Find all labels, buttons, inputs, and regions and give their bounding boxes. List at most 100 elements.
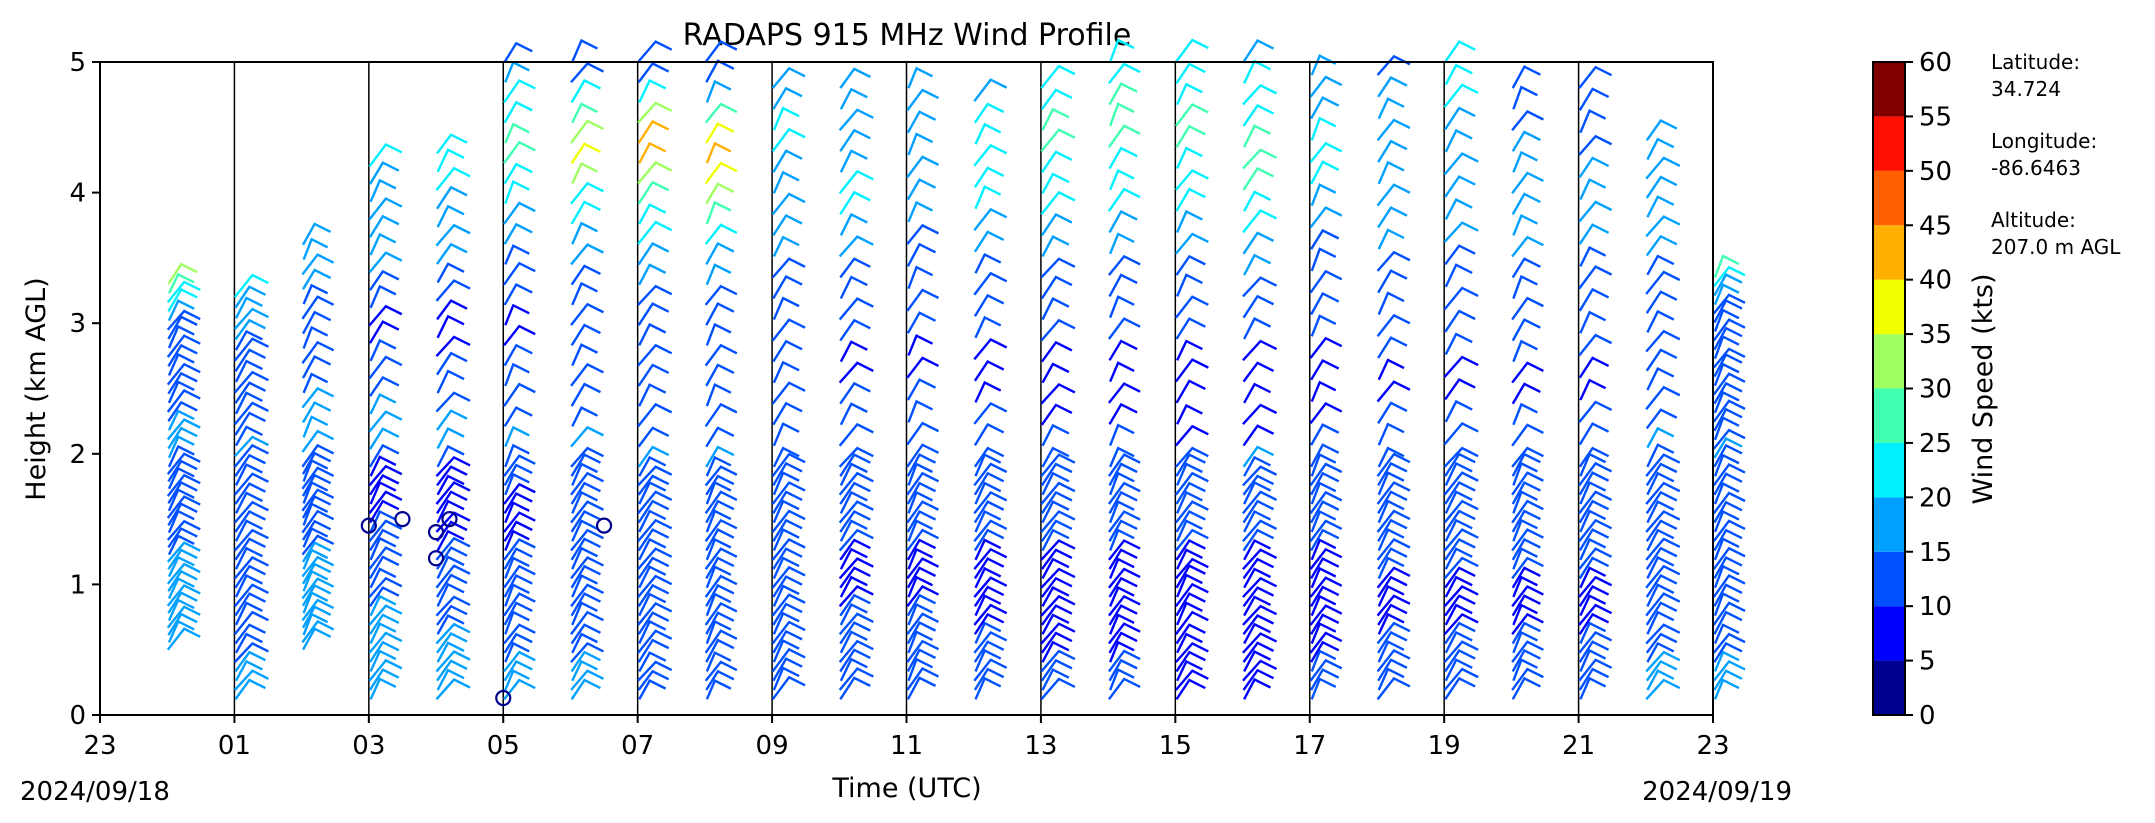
wind-barb [301, 310, 332, 335]
wind-barb [1578, 446, 1610, 468]
wind-barb [771, 257, 806, 279]
wind-barb [1511, 192, 1541, 215]
colorbar-segment [1873, 388, 1905, 443]
wind-barb [1109, 471, 1135, 496]
wind-barb [1444, 244, 1476, 266]
wind-barb [1107, 567, 1141, 589]
wind-barb [1646, 366, 1675, 391]
wind-barb [638, 679, 667, 700]
wind-barb [1040, 649, 1076, 673]
wind-barb [838, 422, 874, 447]
wind-barb [167, 272, 195, 294]
wind-barb [1108, 576, 1138, 598]
wind-barb [838, 500, 874, 524]
wind-barb [435, 564, 471, 589]
wind-barb [974, 380, 1002, 403]
wind-barb [839, 128, 871, 152]
wind-barb [1578, 640, 1610, 663]
wind-barb [705, 669, 735, 691]
wind-barb [1444, 575, 1473, 598]
wind-barb [1578, 400, 1613, 424]
wind-barb [1377, 269, 1408, 294]
wind-barb [1444, 603, 1473, 626]
wind-barb [167, 534, 195, 556]
wind-barb [503, 537, 536, 561]
wind-barb [1712, 318, 1746, 342]
wind-barb [637, 499, 670, 524]
wind-barb [1107, 481, 1141, 505]
wind-barb [1041, 362, 1070, 384]
wind-barb [166, 334, 201, 358]
wind-barb [233, 500, 269, 524]
x-tick-label: 23 [1696, 731, 1729, 761]
wind-barb [1377, 640, 1405, 663]
wind-barb [1444, 399, 1473, 423]
wind-barb [1176, 462, 1203, 486]
wind-barb [301, 627, 332, 651]
wind-barb [369, 509, 397, 533]
wind-barb [233, 337, 269, 362]
wind-barb [906, 639, 940, 663]
wind-barb [1107, 453, 1141, 477]
wind-barb [973, 462, 1008, 487]
wind-barb [570, 302, 604, 326]
wind-barb [503, 632, 533, 654]
wind-barb [1444, 566, 1476, 589]
wind-barb [906, 378, 937, 401]
wind-barb [1579, 566, 1607, 589]
wind-barb [1645, 601, 1678, 626]
wind-barb [234, 623, 266, 645]
wind-barb [1377, 603, 1408, 626]
wind-barb [1712, 659, 1746, 682]
wind-barb [233, 435, 269, 458]
wind-barb [1242, 474, 1275, 496]
wind-barb [973, 667, 1005, 691]
wind-barb [1310, 481, 1337, 505]
wind-barb [1646, 641, 1675, 663]
wind-barb [638, 651, 667, 673]
wind-barb [504, 180, 530, 205]
wind-barb [1108, 548, 1138, 570]
wind-barb [1645, 385, 1681, 410]
wind-barb [1109, 446, 1135, 468]
wind-barb [1512, 213, 1538, 236]
wind-barb [1309, 519, 1343, 542]
wind-barb [302, 372, 329, 394]
wind-barb [772, 629, 803, 654]
wind-barb [1646, 471, 1675, 496]
colorbar-tick-label: 55 [1919, 102, 1952, 132]
wind-barb [1109, 613, 1135, 635]
wind-barb [167, 466, 195, 490]
wind-barb [1174, 471, 1209, 496]
wind-barb [1444, 63, 1473, 86]
wind-barb [1243, 567, 1272, 589]
wind-barb [1443, 446, 1479, 468]
x-tick-label: 09 [756, 731, 789, 761]
wind-barb [839, 275, 868, 300]
wind-barb [234, 462, 263, 486]
wind-barb [1712, 347, 1746, 369]
wind-barb [503, 162, 533, 185]
wind-barb [301, 488, 335, 512]
wind-barb [1645, 453, 1681, 477]
wind-barb [570, 669, 604, 691]
wind-barb [234, 678, 266, 701]
wind-barb [1108, 462, 1138, 487]
wind-barb [1176, 659, 1203, 682]
wind-barb [839, 318, 871, 342]
wind-barb [839, 462, 868, 486]
wind-barb [301, 509, 335, 534]
wind-barb [301, 429, 335, 453]
wind-barb [704, 40, 738, 63]
wind-barb [907, 575, 934, 598]
wind-barb [1377, 160, 1405, 185]
wind-barb [637, 574, 673, 598]
wind-barb [1578, 630, 1613, 654]
wind-barb [839, 538, 871, 561]
wind-barb [1242, 104, 1275, 127]
wind-barb [705, 241, 735, 266]
wind-barb [1713, 362, 1740, 387]
wind-barb [570, 610, 604, 635]
wind-barb [906, 566, 937, 589]
wind-barb [436, 632, 468, 654]
